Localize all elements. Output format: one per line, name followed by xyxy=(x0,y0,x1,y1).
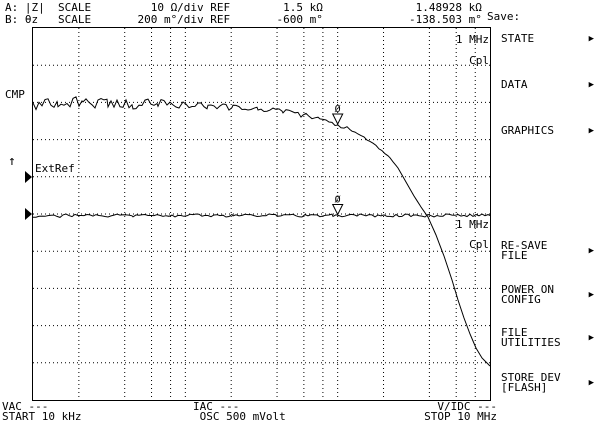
menu-item-label: GRAPHICS xyxy=(501,124,554,137)
trace-b-phase xyxy=(33,213,490,218)
save-menu-title: Save: xyxy=(487,10,521,23)
marker-triangle-icon xyxy=(331,204,344,216)
cmp-indicator: CMP xyxy=(5,88,25,101)
up-arrow-icon: ↑ xyxy=(8,154,16,169)
channel-b-readout: B: θz SCALE 200 m°/div REF -600 m° -138.… xyxy=(5,13,482,26)
marker-zero-glyph: Ø xyxy=(335,103,341,115)
menu-item-label: FILE UTILITIES xyxy=(501,326,561,349)
plot-canvas: ØØ xyxy=(33,28,490,400)
vac-start-readout: VAC --- START 10 kHz xyxy=(2,400,82,423)
ref-a-arrow-icon xyxy=(25,171,32,183)
submenu-arrow-icon: ▶ xyxy=(588,33,594,44)
menu-item-data[interactable]: DATA ▶ xyxy=(501,79,594,91)
menu-item-label: RE-SAVE FILE xyxy=(501,239,548,262)
marker-triangle-icon xyxy=(331,113,344,126)
menu-item-power-on-config[interactable]: POWER ON CONFIG ▶ xyxy=(501,284,594,306)
submenu-arrow-icon: ▶ xyxy=(588,332,594,343)
menu-item-label: STATE xyxy=(501,32,535,45)
marker-zero-glyph: Ø xyxy=(335,194,341,206)
ext-ref-indicator: ExtRef xyxy=(35,162,75,175)
menu-item-label: DATA xyxy=(501,78,528,91)
vidc-stop-readout: V/IDC --- STOP 10 MHz xyxy=(424,400,497,423)
submenu-arrow-icon: ▶ xyxy=(588,377,594,388)
submenu-arrow-icon: ▶ xyxy=(588,245,594,256)
menu-item-re-save-file[interactable]: RE-SAVE FILE ▶ xyxy=(501,240,594,262)
trace-a-impedance xyxy=(33,96,490,367)
menu-item-label: POWER ON CONFIG xyxy=(501,283,554,306)
menu-item-state[interactable]: STATE ▶ xyxy=(501,33,594,45)
marker-b-coupled-label: Cpl xyxy=(469,238,489,251)
menu-item-label: STORE DEV [FLASH] xyxy=(501,371,561,394)
marker-a-coupled-label: Cpl xyxy=(469,54,489,67)
channel-readouts: A: |Z| SCALE 10 Ω/div REF 1.5 kΩ 1.48928… xyxy=(5,2,482,26)
menu-item-graphics[interactable]: GRAPHICS ▶ xyxy=(501,125,594,137)
marker-b-frequency-label: 1 MHz xyxy=(455,218,489,231)
submenu-arrow-icon: ▶ xyxy=(588,79,594,90)
menu-item-store-dev-flash[interactable]: STORE DEV [FLASH] ▶ xyxy=(501,372,594,394)
submenu-arrow-icon: ▶ xyxy=(588,289,594,300)
channel-a-readout: A: |Z| SCALE 10 Ω/div REF 1.5 kΩ 1.48928… xyxy=(5,1,482,14)
menu-item-file-utilities[interactable]: FILE UTILITIES ▶ xyxy=(501,327,594,349)
marker-a-frequency-label: 1 MHz xyxy=(455,33,489,46)
ref-b-arrow-icon xyxy=(25,208,32,220)
iac-osc-readout: IAC --- OSC 500 mVolt xyxy=(193,400,286,423)
submenu-arrow-icon: ▶ xyxy=(588,125,594,136)
